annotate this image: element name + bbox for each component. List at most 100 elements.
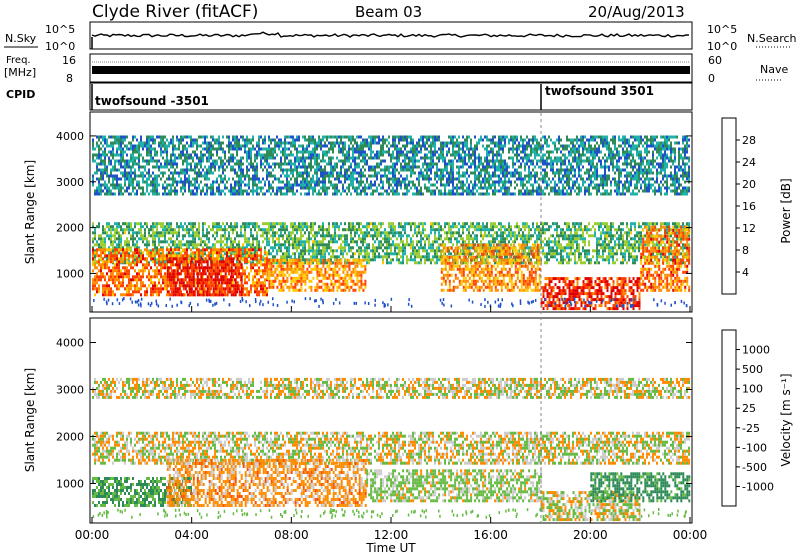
power-echo-cell: [610, 249, 612, 253]
power-echo-cell: [630, 231, 632, 235]
power-echo-cell: [464, 282, 467, 286]
power-echo-cell: [532, 243, 535, 247]
power-echo-cell: [174, 240, 176, 244]
power-echo-cell: [688, 243, 690, 247]
power-echo-cell: [116, 263, 118, 267]
power-echo-cell: [308, 285, 311, 289]
power-echo-cell: [560, 304, 563, 308]
power-echo-cell: [108, 222, 110, 226]
power-echo-cell: [324, 267, 327, 271]
power-echo-cell: [138, 290, 140, 294]
power-echo-cell: [302, 270, 305, 274]
power-echo-cell: [198, 284, 200, 288]
power-echo-cell: [234, 252, 236, 256]
power-echo-cell: [518, 255, 521, 259]
power-echo-cell: [230, 290, 232, 294]
power-echo-cell: [474, 246, 477, 250]
power-echo-cell: [302, 243, 304, 247]
power-echo-cell: [264, 251, 266, 255]
power-echo-cell: [106, 272, 108, 276]
power-echo-cell: [264, 284, 266, 288]
power-echo-cell: [176, 237, 178, 241]
power-echo-cell: [282, 279, 285, 283]
power-echo-cell: [316, 273, 319, 277]
power-echo-cell: [212, 243, 214, 247]
power-echo-cell: [208, 231, 210, 235]
power-echo-cell: [132, 228, 134, 232]
power-echo-cell: [550, 249, 552, 253]
power-echo-cell: [340, 264, 343, 268]
power-echo-cell: [348, 276, 351, 280]
power-echo-cell: [472, 237, 474, 241]
power-echo-cell: [534, 282, 537, 286]
power-echo-cell: [368, 225, 370, 229]
power-echo-cell: [566, 234, 568, 238]
power-echo-cell: [270, 225, 272, 229]
power-echo-cell: [422, 237, 424, 241]
power-echo-cell: [604, 231, 606, 235]
power-echo-cell: [440, 234, 442, 238]
power-echo-cell: [484, 225, 486, 229]
power-echo-cell: [318, 243, 320, 247]
power-echo-cell: [574, 289, 577, 293]
power-echo-cell: [360, 228, 362, 232]
power-echo-cell: [228, 231, 230, 235]
power-echo-cell: [194, 237, 196, 241]
power-echo-cell: [520, 243, 523, 247]
power-echo-cell: [568, 258, 570, 262]
power-echo-cell: [124, 287, 126, 291]
power-echo-cell: [620, 243, 622, 247]
power-echo-cell: [248, 272, 250, 276]
power-echo-cell: [316, 243, 318, 247]
power-echo-cell: [184, 248, 186, 252]
power-echo-cell: [196, 231, 198, 235]
power-echo-cell: [318, 279, 321, 283]
power-echo-cell: [386, 240, 388, 244]
power-echo-cell: [416, 249, 418, 253]
power-echo-cell: [448, 240, 450, 244]
power-echo-cell: [160, 240, 162, 244]
power-echo-cell: [176, 263, 179, 267]
power-echo-cell: [498, 270, 501, 274]
power-echo-cell: [404, 243, 406, 247]
power-echo-cell: [576, 277, 579, 281]
power-echo-cell: [580, 298, 583, 302]
power-echo-cell: [266, 267, 269, 271]
power-echo-cell: [250, 246, 252, 250]
power-echo-cell: [564, 237, 566, 241]
power-echo-cell: [190, 287, 193, 291]
power-echo-cell: [94, 255, 96, 259]
power-echo-cell: [240, 275, 243, 279]
power-echo-cell: [196, 257, 198, 261]
power-echo-cell: [362, 270, 365, 274]
nsearch-label: N.Search: [747, 32, 797, 45]
power-echo-cell: [412, 249, 414, 253]
power-echo-cell: [262, 231, 264, 235]
power-echo-cell: [558, 304, 561, 308]
power-echo-cell: [510, 231, 512, 235]
power-echo-cell: [302, 276, 305, 280]
power-echo-cell: [112, 234, 114, 238]
power-echo-cell: [444, 267, 447, 271]
power-echo-cell: [304, 246, 306, 250]
power-echo-cell: [660, 243, 662, 247]
power-echo-cell: [278, 234, 280, 238]
power-echo-cell: [188, 284, 191, 288]
power-echo-cell: [524, 249, 526, 253]
power-echo-cell: [440, 252, 442, 256]
power-echo-cell: [528, 225, 530, 229]
power-echo-cell: [286, 285, 289, 289]
power-echo-cell: [182, 248, 184, 252]
power-echo-cell: [182, 278, 185, 282]
power-echo-cell: [228, 266, 230, 270]
power-echo-cell: [476, 258, 478, 262]
power-echo-cell: [226, 237, 228, 241]
power-echo-cell: [330, 282, 333, 286]
power-echo-cell: [486, 285, 489, 289]
power-echo-cell: [254, 263, 256, 267]
power-echo-cell: [218, 281, 220, 285]
power-echo-cell: [532, 264, 535, 268]
power-echo-cell: [674, 225, 676, 229]
power-echo-cell: [536, 243, 539, 247]
power-echo-cell: [122, 251, 124, 255]
